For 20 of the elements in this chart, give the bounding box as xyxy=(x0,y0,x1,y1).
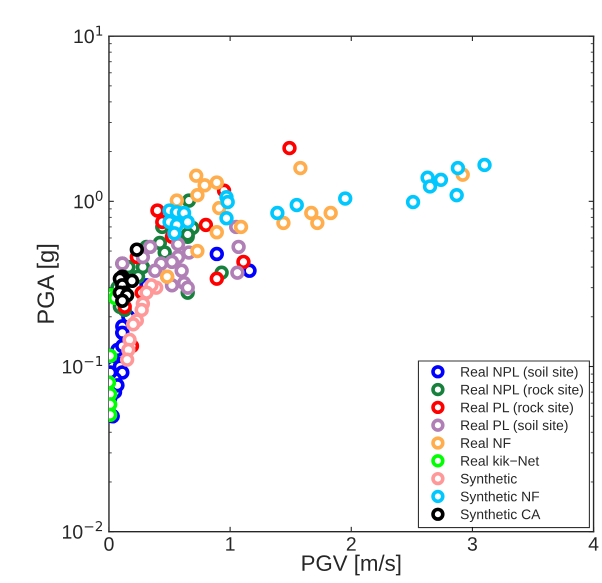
x-tick-label: 3 xyxy=(468,537,477,551)
legend-label: Real PL (rock site) xyxy=(461,402,573,416)
y-tick-label: 10$^{−1}$ xyxy=(63,356,102,374)
legend-label: Real NF xyxy=(461,438,510,448)
y-tick-label: 10$^{0}$ xyxy=(74,190,103,208)
legend-label: Real NPL (rock site) xyxy=(461,384,583,398)
x-tick-label: 1 xyxy=(226,537,235,551)
legend-label: Synthetic NF xyxy=(460,491,540,504)
legend-label: Real NPL (soil site) xyxy=(461,366,578,380)
legend-label: Synthetic xyxy=(460,473,517,486)
x-tick-label: 0 xyxy=(104,537,114,551)
x-axis-title: PGV [m/s] xyxy=(302,554,400,576)
legend-label: Real PL (soil site) xyxy=(461,420,568,433)
y-tick-label: 10$^{−2}$ xyxy=(63,521,102,539)
x-tick-label: 4 xyxy=(588,537,598,551)
legend-label: Real kik−Net xyxy=(461,456,540,466)
legend-label: Synthetic CA xyxy=(460,509,540,522)
y-tick-label: 10$^{1}$ xyxy=(74,26,102,44)
y-axis-title: PGA [g] xyxy=(36,244,59,323)
x-tick-label: 2 xyxy=(346,537,356,551)
